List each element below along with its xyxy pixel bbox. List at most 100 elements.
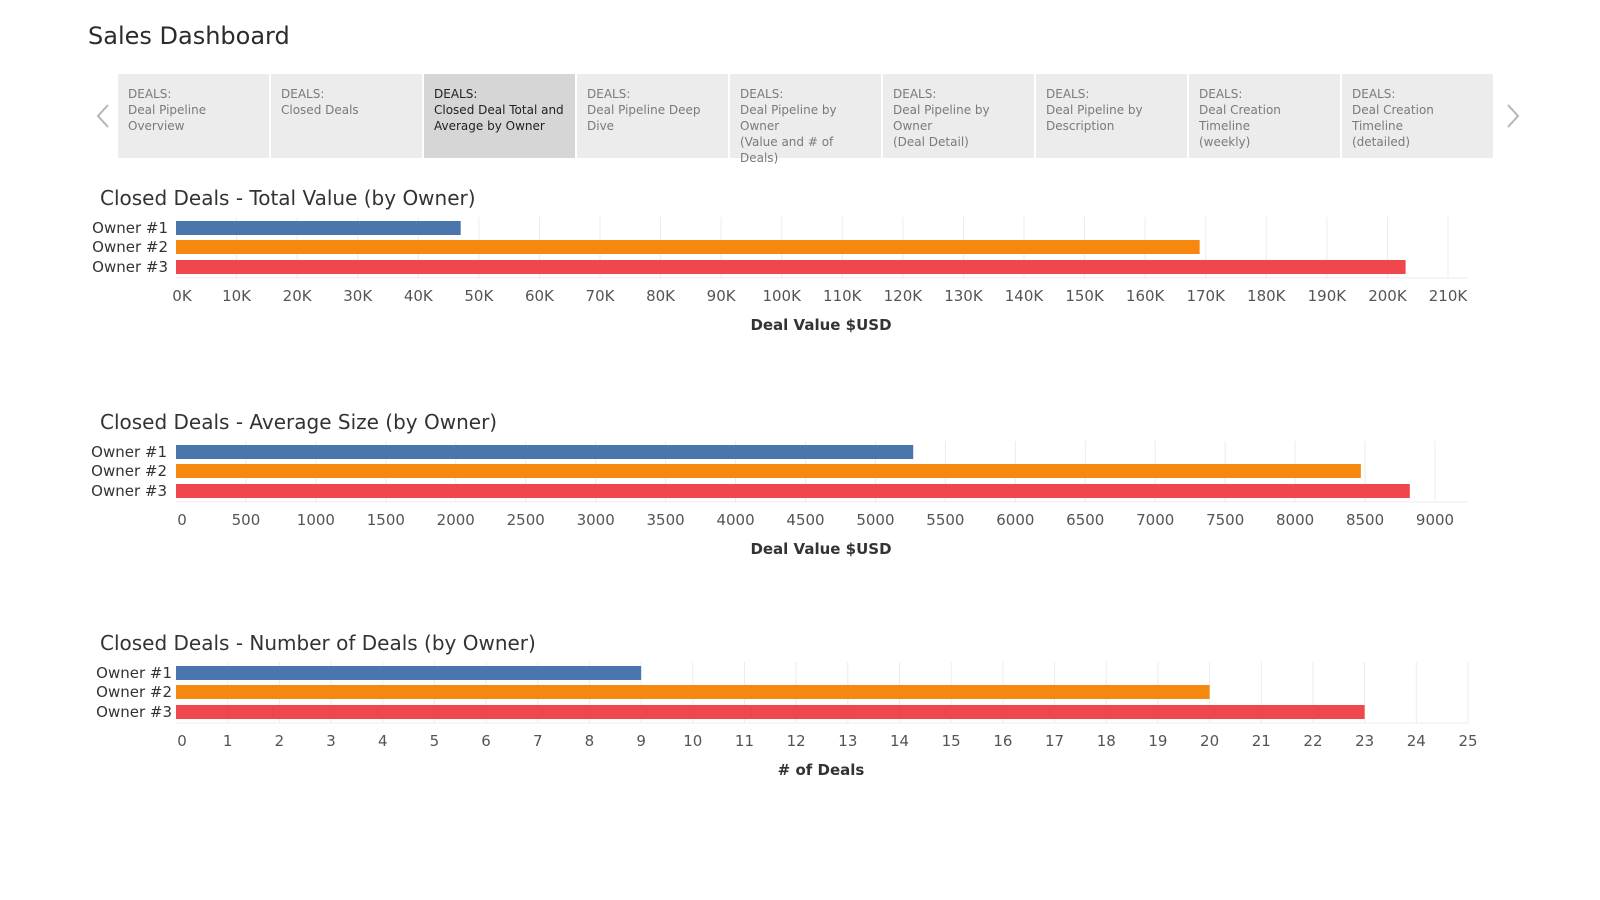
tab-category: DEALS:: [128, 87, 172, 101]
next-arrow-button[interactable]: [1498, 74, 1528, 158]
story-tab-4[interactable]: DEALS: Deal Pipeline Deep Dive: [577, 74, 728, 158]
x-tick-label: 19: [1148, 732, 1167, 750]
bar-owner-3[interactable]: [176, 260, 1406, 274]
x-tick-label: 0K: [172, 287, 193, 305]
x-tick-label: 80K: [646, 287, 676, 305]
x-tick-label: 24: [1407, 732, 1426, 750]
story-navigator: DEALS: Deal Pipeline Overview DEALS: Closed…: [88, 74, 1528, 165]
total-value-chart: Closed Deals - Total Value (by Owner) Ow…: [88, 186, 1528, 346]
tab-category: DEALS:: [1046, 87, 1090, 101]
tab-label: Deal Pipeline by Owner (Deal Detail): [893, 103, 990, 149]
tab-label: Deal Pipeline by Description: [1046, 103, 1143, 133]
x-tick-label: 1: [223, 732, 233, 750]
tab-label: Deal Creation Timeline (detailed): [1352, 103, 1434, 149]
dashboard-title: Sales Dashboard: [88, 22, 290, 50]
category-label: Owner #3: [91, 482, 167, 500]
x-tick-label: 2000: [437, 511, 475, 529]
story-tab-1[interactable]: DEALS: Deal Pipeline Overview: [118, 74, 269, 158]
tab-category: DEALS:: [281, 87, 325, 101]
x-axis-title: Deal Value $USD: [750, 316, 891, 334]
story-tab-8[interactable]: DEALS: Deal Creation Timeline (weekly): [1189, 74, 1340, 158]
x-tick-label: 12: [787, 732, 806, 750]
story-tab-5[interactable]: DEALS: Deal Pipeline by Owner (Value and …: [730, 74, 881, 165]
category-label: Owner #2: [96, 683, 172, 701]
bar-owner-1[interactable]: [176, 666, 642, 680]
x-tick-label: 7: [533, 732, 543, 750]
x-tick-label: 2: [275, 732, 285, 750]
x-tick-label: 8500: [1346, 511, 1384, 529]
x-tick-label: 10K: [222, 287, 252, 305]
chevron-right-icon: [1507, 104, 1520, 128]
story-tab-6[interactable]: DEALS: Deal Pipeline by Owner (Deal Detai…: [883, 74, 1034, 158]
tab-category: DEALS:: [893, 87, 937, 101]
x-tick-label: 5500: [926, 511, 964, 529]
previous-arrow-button[interactable]: [88, 74, 118, 158]
x-tick-label: 5: [430, 732, 440, 750]
category-label: Owner #3: [96, 703, 172, 721]
tab-label: Deal Creation Timeline (weekly): [1199, 103, 1281, 149]
tab-label: Deal Pipeline by Owner (Value and # of D…: [740, 103, 837, 165]
story-tab-7[interactable]: DEALS: Deal Pipeline by Description: [1036, 74, 1187, 158]
x-tick-label: 60K: [525, 287, 555, 305]
x-tick-label: 20K: [283, 287, 313, 305]
x-tick-label: 170K: [1186, 287, 1226, 305]
x-tick-label: 13: [838, 732, 857, 750]
bar-owner-3[interactable]: [176, 705, 1365, 719]
tab-category: DEALS:: [1199, 87, 1243, 101]
x-tick-label: 210K: [1429, 287, 1469, 305]
x-tick-label: 1500: [367, 511, 405, 529]
tab-label: Closed Deal Total and Average by Owner: [434, 103, 564, 133]
bar-owner-2[interactable]: [176, 240, 1200, 254]
x-tick-label: 4000: [716, 511, 754, 529]
x-tick-label: 160K: [1126, 287, 1166, 305]
x-tick-label: 200K: [1368, 287, 1408, 305]
x-tick-label: 17: [1045, 732, 1064, 750]
bar-owner-2[interactable]: [176, 464, 1361, 478]
story-tab-3[interactable]: DEALS: Closed Deal Total and Average by O…: [424, 74, 575, 158]
x-tick-label: 21: [1252, 732, 1271, 750]
x-tick-label: 50K: [464, 287, 494, 305]
x-tick-label: 120K: [884, 287, 924, 305]
tab-category: DEALS:: [1352, 87, 1396, 101]
x-tick-label: 18: [1097, 732, 1116, 750]
x-tick-label: 1000: [297, 511, 335, 529]
x-tick-label: 2500: [507, 511, 545, 529]
x-tick-label: 140K: [1005, 287, 1045, 305]
x-tick-label: 4: [378, 732, 388, 750]
x-axis-title: Deal Value $USD: [750, 540, 891, 558]
bar-owner-1[interactable]: [176, 221, 461, 235]
category-label: Owner #2: [92, 238, 168, 256]
x-tick-label: 20: [1200, 732, 1219, 750]
x-tick-label: 3: [326, 732, 336, 750]
x-tick-label: 150K: [1065, 287, 1105, 305]
category-label: Owner #3: [92, 258, 168, 276]
tab-label: Closed Deals: [281, 103, 359, 117]
x-tick-label: 8000: [1276, 511, 1314, 529]
category-label: Owner #1: [96, 664, 172, 682]
x-tick-label: 90K: [707, 287, 737, 305]
bar-owner-2[interactable]: [176, 685, 1210, 699]
x-tick-label: 11: [735, 732, 754, 750]
x-tick-label: 30K: [343, 287, 373, 305]
tab-label: Deal Pipeline Deep Dive: [587, 103, 701, 133]
category-label: Owner #2: [91, 462, 167, 480]
x-tick-label: 9000: [1416, 511, 1454, 529]
x-tick-label: 22: [1303, 732, 1322, 750]
category-label: Owner #1: [92, 219, 168, 237]
x-tick-label: 6500: [1066, 511, 1104, 529]
bar-owner-3[interactable]: [176, 484, 1410, 498]
tab-category: DEALS:: [587, 87, 631, 101]
x-tick-label: 100K: [762, 287, 802, 305]
tab-label: Deal Pipeline Overview: [128, 103, 207, 133]
category-label: Owner #1: [91, 443, 167, 461]
x-tick-label: 10: [683, 732, 702, 750]
chart-title: Closed Deals - Average Size (by Owner): [100, 410, 498, 434]
story-tab-9[interactable]: DEALS: Deal Creation Timeline (detailed): [1342, 74, 1493, 158]
x-tick-label: 6: [481, 732, 491, 750]
story-tab-2[interactable]: DEALS: Closed Deals: [271, 74, 422, 158]
x-tick-label: 9: [636, 732, 646, 750]
bar-owner-1[interactable]: [176, 445, 914, 459]
